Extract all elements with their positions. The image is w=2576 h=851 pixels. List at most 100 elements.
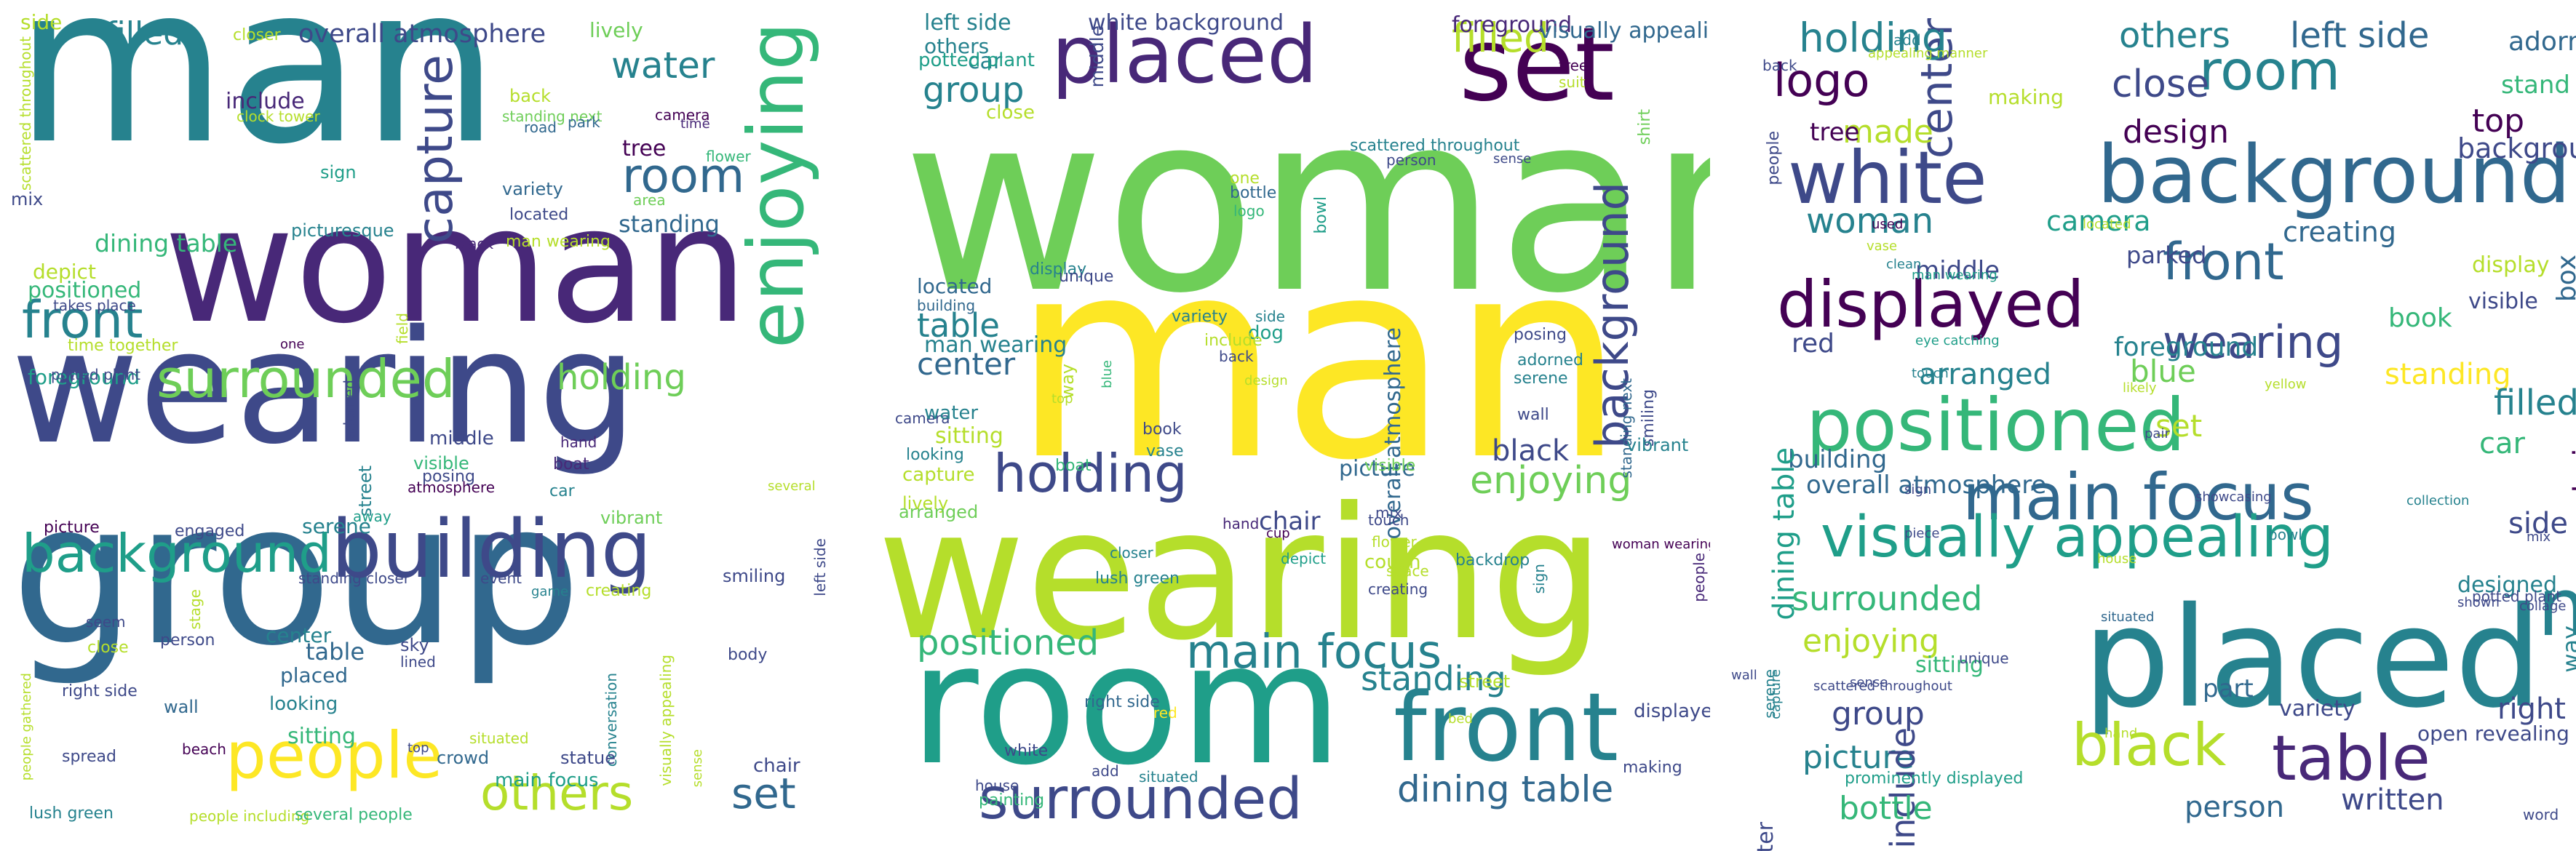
word-smiling: smiling [723, 566, 786, 586]
word-include: include [226, 89, 305, 114]
word-depict: depict [1281, 550, 1327, 567]
word-located: located [2083, 217, 2131, 232]
word-displayed: displayed [1777, 267, 2085, 342]
word-wearing: wearing [2163, 316, 2344, 369]
word-background: background [2097, 128, 2571, 221]
word-man: man [15, 0, 500, 192]
word-making: making [1623, 759, 1682, 777]
word-vase: vase [1867, 239, 1898, 254]
word-person: person [160, 631, 215, 650]
word-center: center [266, 623, 332, 647]
word-foreground: foreground [2114, 332, 2259, 362]
word-building: building [331, 503, 652, 596]
word-used: used [1872, 217, 1904, 232]
word-front: front [2163, 232, 2284, 292]
word-situated: situated [2101, 610, 2155, 625]
word-picturesque: picturesque [291, 220, 394, 241]
word-vibrant: vibrant [1626, 435, 1689, 455]
word-set: set [1459, 6, 1615, 124]
word-visually-appealing: visually appealing [1539, 18, 1710, 44]
word-foreground: foreground [28, 365, 140, 389]
word-clock-tower: clock tower [236, 108, 320, 125]
word-showcasing: showcasing [2195, 490, 2272, 505]
word-looking: looking [906, 446, 964, 464]
word-side: side [1255, 308, 1285, 325]
word-side: side [2508, 507, 2568, 540]
word-water: water [924, 402, 979, 424]
word-positioned: positioned [917, 623, 1100, 663]
word-sense: sense [690, 749, 705, 788]
word-likely: likely [2123, 380, 2157, 396]
word-closer: closer [233, 26, 281, 44]
word-touch: touch [1912, 366, 1949, 381]
word-foreground: foreground [1452, 12, 1573, 38]
word-sitting: sitting [287, 724, 356, 749]
word-making: making [1988, 85, 2064, 109]
word-posing: posing [422, 468, 475, 486]
word-background: background [2457, 132, 2576, 164]
word-boat: boat [1055, 457, 1092, 475]
word-overall-atmosphere: overall atmosphere [298, 20, 546, 49]
word-posing: posing [1514, 326, 1567, 344]
word-tree: tree [1810, 118, 1860, 147]
word-lush-green: lush green [1095, 570, 1180, 588]
word-chair: chair [1259, 507, 1321, 536]
word-car: car [968, 49, 1003, 74]
word-back: back [1762, 57, 1797, 74]
word-flower: flower [1372, 533, 1417, 551]
word-dining-table: dining table [1397, 768, 1614, 810]
word-bottle: bottle [1839, 790, 1933, 827]
word-parked: parked [2126, 241, 2207, 269]
word-stand: stand [2501, 71, 2571, 100]
word-close: close [2112, 63, 2209, 106]
word-one: one [280, 337, 305, 352]
word-away: away [353, 508, 391, 525]
word-others: others [2119, 15, 2230, 56]
word-middle: middle [1086, 25, 1108, 88]
word-white: white [1004, 742, 1049, 760]
word-hand: hand [1223, 515, 1260, 532]
word-tree: tree [1559, 57, 1589, 74]
word-mix: mix [2527, 530, 2551, 545]
word-shirt: shirt [1636, 109, 1654, 145]
word-logo: logo [1233, 202, 1265, 220]
word-camera: camera [895, 409, 950, 427]
word-several: several [768, 479, 816, 494]
word-standing: standing [2385, 358, 2511, 391]
word-people: people [1765, 131, 1783, 185]
word-creating: creating [586, 582, 652, 600]
word-way: way [2557, 626, 2576, 673]
word-area: area [633, 191, 666, 209]
word-people-including: people including [189, 807, 310, 825]
word-part: part [2203, 674, 2254, 703]
word-several-people: several people [295, 806, 413, 824]
word-placed: placed [2083, 578, 2543, 738]
word-table: table [306, 638, 365, 666]
word-flower: flower [706, 148, 751, 165]
word-field: field [394, 313, 411, 345]
word-blue: blue [1100, 360, 1115, 388]
word-situated: situated [1139, 768, 1198, 786]
word-couch: couch [1364, 551, 1421, 573]
word-chair: chair [2568, 436, 2576, 509]
word-black: black [455, 235, 494, 252]
word-dining-table: dining table [95, 229, 238, 257]
word-include: include [1204, 332, 1263, 350]
word-looking: looking [269, 693, 338, 715]
word-bowl: bowl [1312, 196, 1330, 234]
word-woman: woman [902, 60, 1710, 348]
word-people-gathered: people gathered [19, 673, 34, 781]
word-table: table [917, 306, 1000, 345]
word-appealing-manner: appealing manner [1868, 46, 1988, 61]
word-creating: creating [1368, 580, 1428, 598]
word-sign: sign [320, 162, 357, 183]
word-enjoying: enjoying [1470, 459, 1632, 503]
word-group: group [1832, 695, 1925, 732]
word-word: word [2523, 806, 2559, 823]
word-picture: picture [1802, 739, 1915, 776]
word-chair: chair [753, 755, 800, 777]
word-cloud-1: man woman wearing group enjoying building back… [0, 0, 846, 851]
word-scattered-throughout: scattered throughout [1813, 679, 1952, 694]
word-wall: wall [164, 697, 199, 717]
word-sign: sign [1904, 482, 1932, 498]
